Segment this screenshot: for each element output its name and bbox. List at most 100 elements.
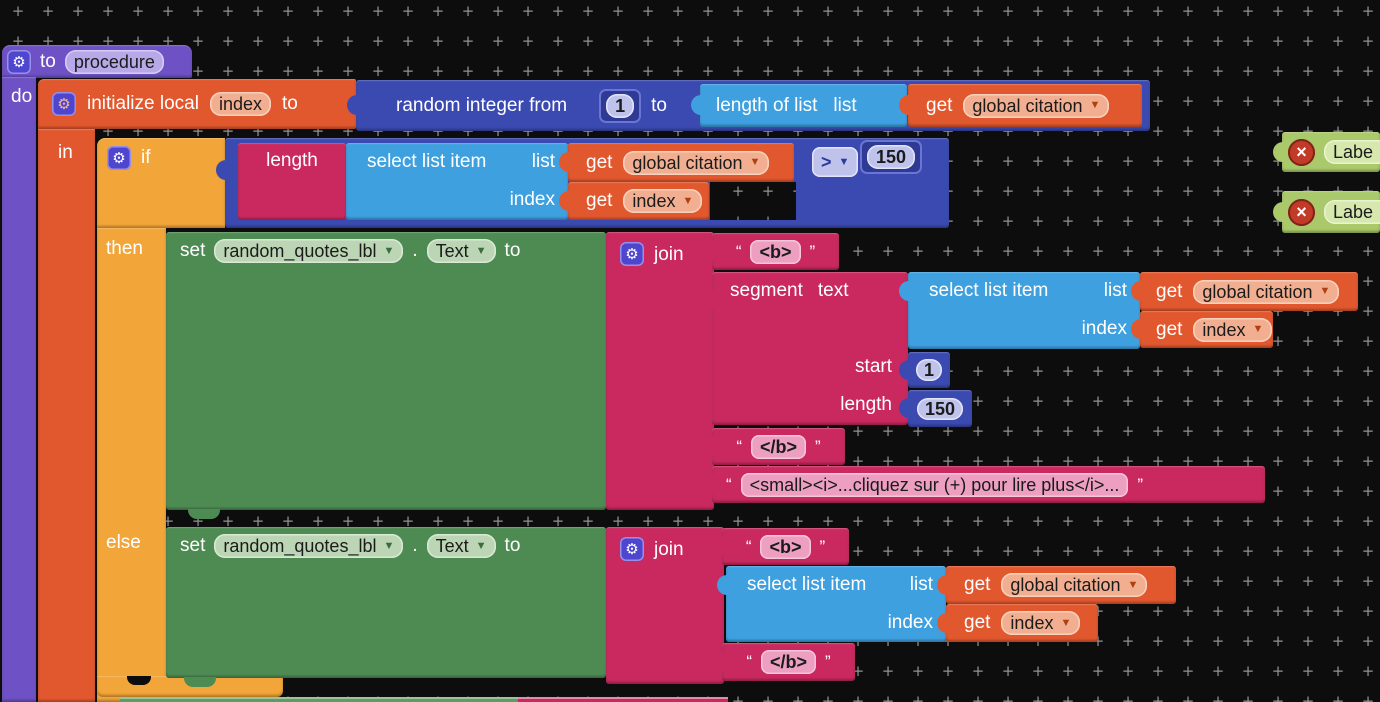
do-label: do	[11, 86, 33, 107]
get-index-block[interactable]: get index ▼	[1131, 311, 1273, 348]
procedure-block-header[interactable]: ⚙ to procedure	[2, 45, 192, 78]
number-field[interactable]: 1	[606, 93, 635, 118]
select-list-item-block[interactable]: select list item list index	[717, 566, 946, 642]
index-arg-label: index	[1081, 318, 1127, 339]
variable-dropdown[interactable]: global citation ▼	[963, 93, 1110, 118]
component-dropdown[interactable]: Labe	[1324, 140, 1380, 164]
component-dropdown[interactable]: Labe	[1324, 200, 1380, 224]
string-field[interactable]: <b>	[760, 534, 811, 559]
number-block[interactable]: 150	[899, 390, 972, 427]
initialize-local-label: initialize local	[87, 93, 199, 114]
list-arg-label: list	[1103, 280, 1127, 301]
block-connector-nub	[717, 575, 728, 595]
string-field[interactable]: </b>	[750, 434, 807, 459]
dropdown-arrow-icon: ▼	[475, 539, 487, 552]
get-global-citation-block[interactable]: get global citation ▼	[1131, 272, 1358, 311]
join-block[interactable]: ⚙ join	[606, 232, 714, 510]
length-of-list-label: length of list	[716, 94, 818, 116]
get-global-citation-block[interactable]: get global citation ▼	[937, 566, 1176, 604]
mutator-gear-icon[interactable]: ⚙	[107, 146, 131, 170]
string-block[interactable]: “ <small><i>...cliquez sur (+) pour lire…	[703, 466, 1265, 503]
component-dropdown[interactable]: random_quotes_lbl ▼	[214, 239, 404, 263]
block-connector-nub	[216, 160, 227, 180]
string-field[interactable]: <b>	[750, 239, 801, 264]
workspace-gap: ++++++	[710, 182, 796, 220]
initialize-local-block-body[interactable]: in	[38, 129, 95, 702]
open-quote: “	[726, 474, 732, 494]
string-field[interactable]: </b>	[760, 650, 817, 674]
close-quote: ”	[819, 536, 826, 556]
join-block[interactable]: ⚙ join	[606, 527, 724, 684]
number-field[interactable]: 150	[916, 397, 964, 420]
if-block-spine[interactable]	[97, 228, 166, 702]
label-component-block[interactable]: × Labe	[1273, 191, 1380, 233]
set-component-block[interactable]: set random_quotes_lbl ▼ . Text ▼ to	[166, 232, 606, 519]
component-dropdown[interactable]: random_quotes_lbl ▼	[214, 534, 404, 558]
component-name: random_quotes_lbl	[223, 241, 377, 261]
dropdown-arrow-icon: ▼	[475, 244, 487, 257]
variable-name: global citation	[972, 95, 1083, 116]
length-label: length	[266, 150, 318, 171]
set-component-block[interactable]: set random_quotes_lbl ▼ . Text ▼ to	[166, 527, 606, 687]
procedure-block-body[interactable]: do	[2, 77, 36, 702]
get-global-citation-block[interactable]: get global citation ▼	[899, 84, 1142, 127]
bottom-connector-tab	[188, 509, 220, 519]
block-connector-nub	[703, 436, 714, 456]
number-field[interactable]: 150	[867, 145, 916, 169]
random-integer-label: random integer from	[396, 94, 568, 116]
variable-dropdown[interactable]: index ▼	[1001, 611, 1081, 635]
mutator-gear-icon[interactable]: ⚙	[7, 49, 31, 74]
dropdown-arrow-icon: ▼	[1127, 578, 1139, 591]
number-block[interactable]: 1	[899, 352, 950, 388]
property-dropdown[interactable]: Text ▼	[426, 534, 496, 558]
string-block[interactable]: “ <b> ”	[703, 233, 839, 270]
error-badge-icon[interactable]: ×	[1288, 138, 1315, 166]
string-block[interactable]: “ <b> ”	[713, 528, 849, 565]
length-of-list-block[interactable]: length of list list	[691, 84, 907, 127]
mutator-gear-icon[interactable]: ⚙	[620, 242, 644, 266]
number-field[interactable]: 1	[915, 359, 942, 381]
block-connector-nub	[1273, 202, 1284, 222]
select-list-item-block[interactable]: select list item list index	[346, 143, 568, 220]
local-variable-name-field[interactable]: index	[209, 92, 271, 116]
variable-name: global citation	[632, 152, 743, 173]
variable-dropdown[interactable]: global citation ▼	[623, 150, 770, 175]
segment-text-label: text	[817, 280, 849, 301]
comparison-operator-dropdown[interactable]: > ▼	[812, 147, 859, 177]
if-label: if	[141, 147, 151, 168]
to-label: to	[504, 240, 521, 261]
segment-block[interactable]: segment text start length	[703, 272, 908, 425]
variable-dropdown[interactable]: global citation ▼	[1193, 279, 1340, 304]
dropdown-arrow-icon: ▼	[1319, 285, 1331, 297]
get-index-block[interactable]: get index ▼	[937, 604, 1098, 642]
select-list-item-label: select list item	[929, 280, 1049, 301]
get-label: get	[586, 151, 613, 173]
close-quote: ”	[1137, 474, 1144, 494]
get-global-citation-block[interactable]: get global citation ▼	[559, 143, 794, 182]
initialize-local-block-header[interactable]: ⚙ initialize local index to	[38, 79, 356, 129]
variable-dropdown[interactable]: index ▼	[1193, 317, 1273, 342]
procedure-name-field[interactable]: procedure	[64, 49, 164, 74]
property-dropdown[interactable]: Text ▼	[426, 239, 496, 263]
mutator-gear-icon[interactable]: ⚙	[620, 537, 644, 561]
select-list-item-block[interactable]: select list item list index	[899, 272, 1140, 349]
variable-dropdown[interactable]: global citation ▼	[1001, 573, 1148, 597]
mutator-gear-icon[interactable]: ⚙	[52, 92, 76, 116]
length-block[interactable]: length	[238, 143, 346, 220]
bottom-connector-notch	[127, 676, 151, 685]
error-badge-icon[interactable]: ×	[1288, 198, 1315, 226]
dot-label: .	[412, 535, 418, 556]
if-block-header[interactable]: ⚙ if	[97, 138, 225, 228]
block-connector-nub	[713, 652, 724, 672]
variable-dropdown[interactable]: index ▼	[623, 189, 703, 213]
string-block[interactable]: “ </b> ”	[713, 643, 855, 681]
join-label: join	[654, 539, 684, 560]
get-label: get	[1156, 280, 1183, 302]
clipped-block-edge	[518, 697, 728, 702]
get-index-block[interactable]: get index ▼	[559, 182, 709, 220]
label-component-block[interactable]: × Labe	[1273, 132, 1380, 172]
string-block[interactable]: “ </b> ”	[703, 428, 845, 465]
dropdown-arrow-icon: ▼	[749, 156, 761, 168]
string-field[interactable]: <small><i>...cliquez sur (+) pour lire p…	[740, 472, 1129, 497]
